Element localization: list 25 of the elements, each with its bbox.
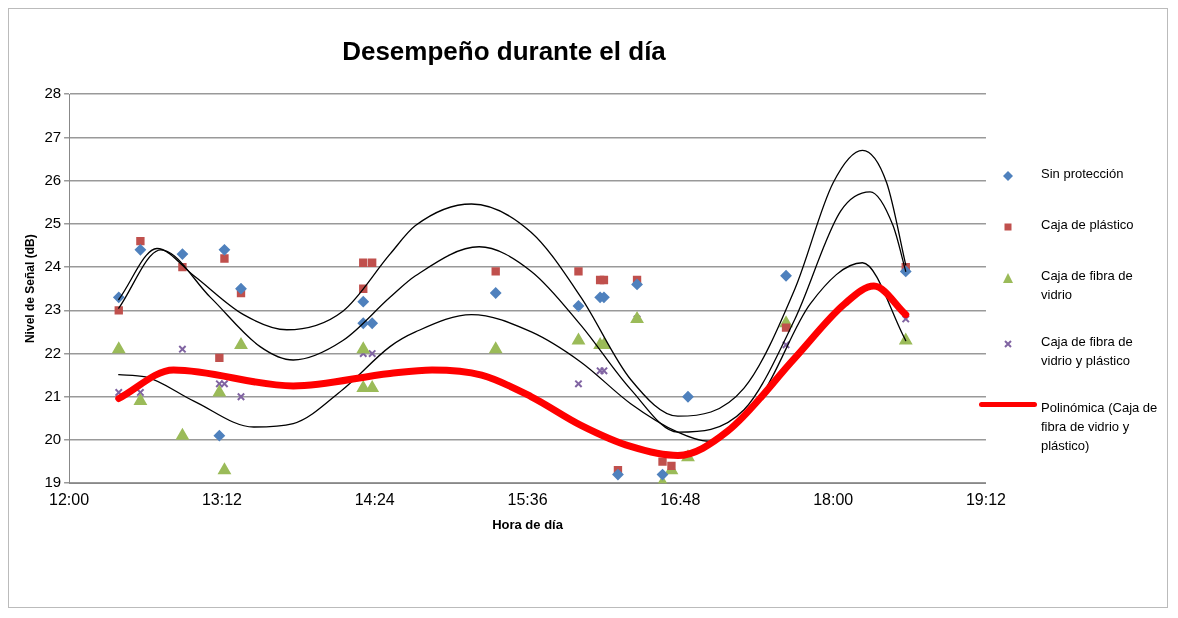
y-tick-label: 27 [44,127,62,145]
y-tick-label: 23 [44,300,62,318]
y-tick-label: 28 [44,84,62,102]
legend-label: Polinómica (Caja de fibra de vidrio y plástico) [1041,399,1159,455]
y-tick-label: 20 [44,430,62,448]
y-tick-label: 22 [44,343,62,361]
y-tick-label: 19 [44,473,62,491]
legend-label: Caja de fibra de vidrio [1041,267,1134,304]
x-tick-label: 14:24 [354,491,395,509]
x-tick-label: 13:12 [201,491,243,509]
x-tick-label: 12:00 [49,491,90,509]
legend-label: Caja de plástico [1041,216,1135,234]
y-axis-title: Nivel de Señal (dB) [22,234,37,344]
y-tick-label: 25 [44,214,62,232]
x-tick-label: 16:48 [660,491,701,509]
chart-title: Desempeño durante el día [342,35,667,66]
x-tick-label: 18:00 [813,491,854,509]
x-tick-label: 15:36 [507,491,548,509]
legend-label: Caja de fibra de vidrio y plástico [1041,333,1134,370]
y-tick-label: 26 [44,170,62,188]
y-tick-label: 21 [44,386,62,404]
legend-label: Sin protección [1041,165,1125,183]
x-axis-title: Hora de día [492,516,564,532]
x-tick-label: 19:12 [965,491,1007,509]
y-tick-label: 24 [44,257,62,275]
